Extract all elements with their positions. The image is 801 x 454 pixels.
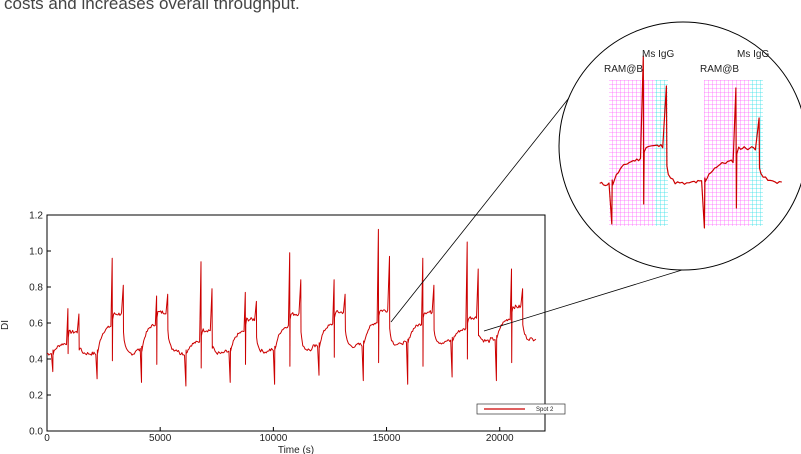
y-tick-label: 0.6 — [29, 319, 43, 330]
annotation-ms-igg: Ms IgG — [642, 49, 674, 60]
ram-at-b-injection-band — [609, 80, 655, 226]
x-axis-label: Time (s) — [278, 445, 314, 454]
inset-border — [558, 21, 801, 271]
x-tick-label: 0 — [44, 433, 50, 444]
y-tick-label: 1.2 — [29, 211, 43, 222]
intro-text-fragment: costs and increases overall throughput. — [4, 0, 300, 13]
main-chart: 0.0 0.2 0.4 0.6 0.8 1.0 1.2 0 5000 10000 15000 200… — [0, 211, 566, 454]
magnified-inset: RAM@B Ms IgG RAM@B Ms IgG — [558, 21, 801, 271]
x-tick-label: 5000 — [149, 433, 172, 444]
ms-igg-injection-band — [750, 80, 763, 226]
legend-label-spot-2: Spot 2 — [536, 407, 554, 413]
y-tick-label: 0.8 — [29, 283, 43, 294]
y-tick-label: 0.0 — [29, 427, 43, 438]
y-tick-label: 1.0 — [29, 247, 43, 258]
inset-series-line — [599, 55, 782, 229]
x-tick-label: 10000 — [259, 433, 287, 444]
ram-at-b-injection-band — [704, 80, 750, 226]
annotation-ram-at-b: RAM@B — [700, 64, 739, 75]
y-tick-label: 0.4 — [29, 355, 43, 366]
annotation-ms-igg: Ms IgG — [737, 49, 769, 60]
y-axis-label: DI — [0, 320, 11, 330]
x-axis-ticks: 0 5000 10000 15000 20000 — [44, 427, 514, 444]
zoom-connector-line — [483, 261, 709, 332]
plot-frame — [46, 214, 546, 432]
legend: Spot 2 — [476, 403, 566, 415]
y-tick-label: 0.2 — [29, 391, 43, 402]
annotation-ram-at-b: RAM@B — [604, 64, 643, 75]
x-tick-label: 15000 — [373, 433, 401, 444]
zoom-connector-line — [390, 83, 581, 323]
x-tick-label: 20000 — [486, 433, 514, 444]
series-line-spot-2 — [47, 228, 537, 387]
y-axis-ticks: 0.0 0.2 0.4 0.6 0.8 1.0 1.2 — [29, 211, 51, 438]
